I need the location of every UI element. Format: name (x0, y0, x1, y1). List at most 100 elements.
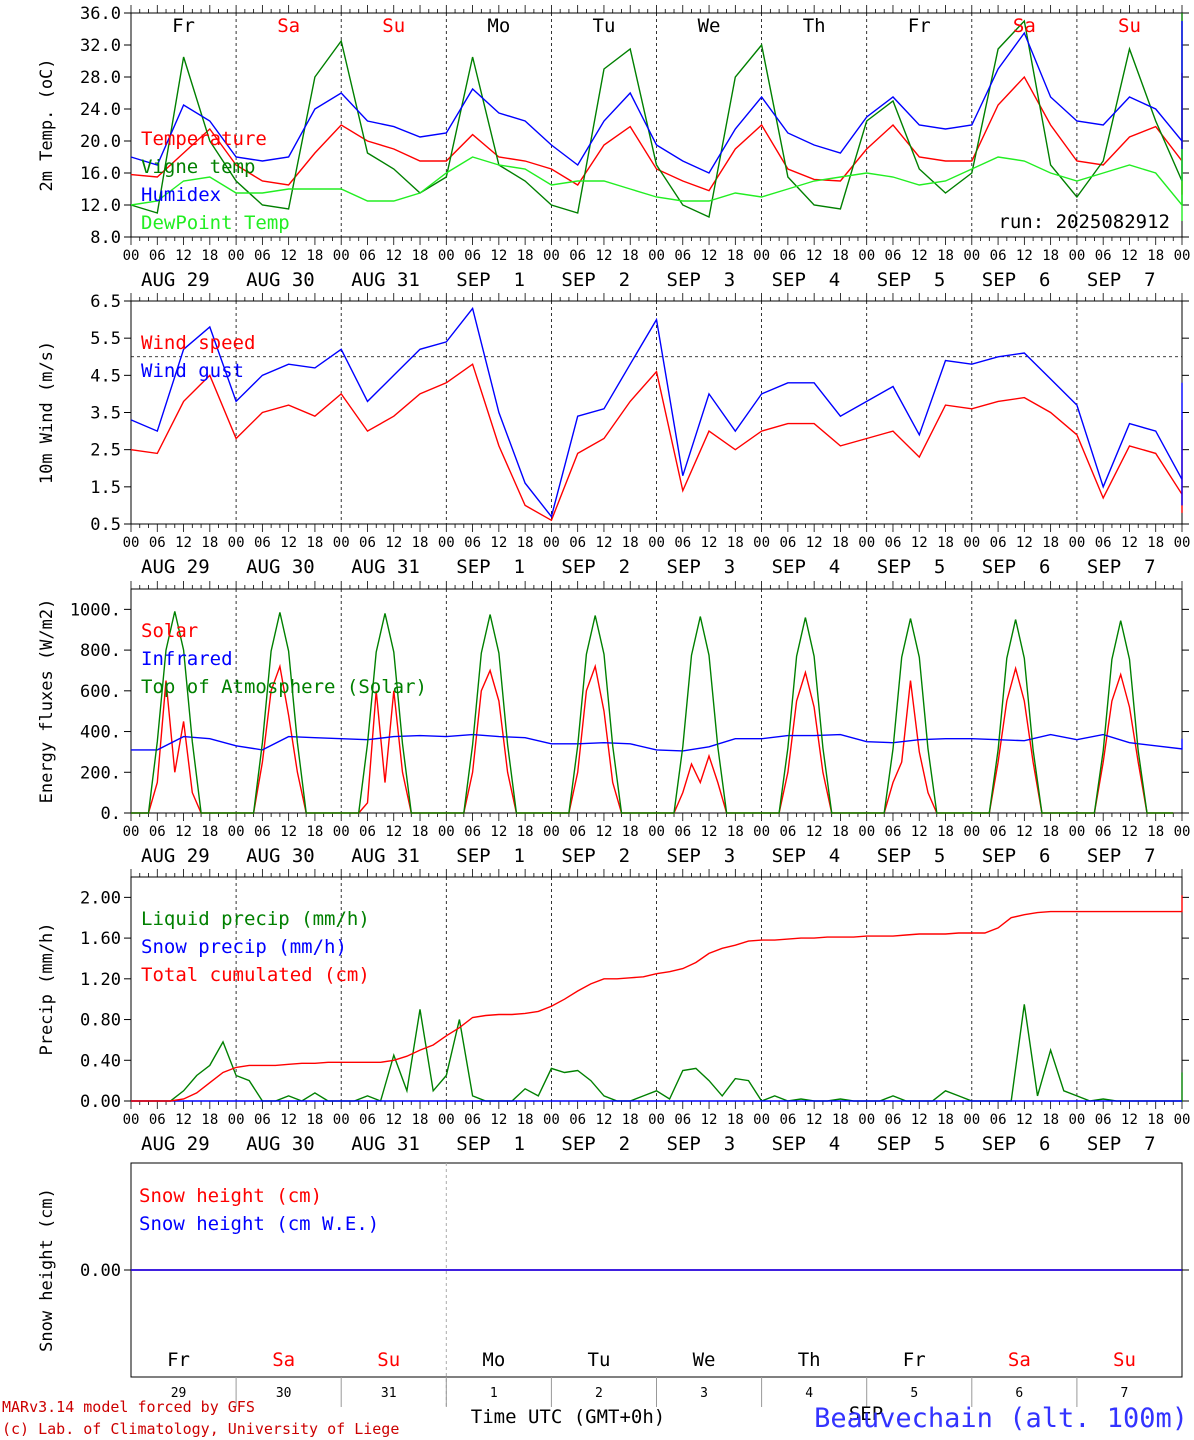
hour-label: 12 (490, 824, 507, 840)
legend-entry: Snow height (cm W.E.) (139, 1213, 379, 1235)
hour-label: 06 (569, 824, 586, 840)
hour-label: 18 (306, 1112, 323, 1128)
hour-label: 00 (228, 824, 245, 840)
hour-label: 06 (779, 1112, 796, 1128)
hour-label: 06 (254, 535, 271, 551)
y-tick-label: 28.0 (80, 68, 121, 88)
day-number-label: 5 (910, 1386, 918, 1401)
day-number-label: 7 (1121, 1386, 1129, 1401)
hour-label: 12 (596, 248, 613, 264)
hour-label: 00 (753, 248, 770, 264)
hour-label: 18 (937, 824, 954, 840)
hour-label: 06 (1095, 824, 1112, 840)
hour-label: 12 (596, 1112, 613, 1128)
date-label: SEP 4 (772, 845, 841, 867)
hour-label: 00 (858, 1112, 875, 1128)
hour-label: 06 (674, 824, 691, 840)
panel-4: 0.00 0.40 0.80 1.20 1.60 2.00 Precip (mm/h) Liq… (37, 869, 1190, 1155)
y-tick-label: 8.0 (90, 228, 121, 248)
plot-frame (130, 12, 1183, 238)
panel-3: 0. 200. 400. 600. 800. 1000. Energy fluxes (W/… (37, 581, 1190, 867)
hour-label: 06 (359, 1112, 376, 1128)
y-tick-label: 32.0 (80, 36, 121, 56)
hour-label: 00 (123, 824, 140, 840)
day-name-label: Fr (167, 1349, 190, 1371)
x-axis-label: Time UTC (GMT+0h) (471, 1406, 665, 1428)
hour-label: 06 (674, 1112, 691, 1128)
legend-entry: Snow height (cm) (139, 1185, 322, 1207)
y-axis-label: Energy fluxes (W/m2) (37, 599, 57, 804)
date-label: SEP 2 (561, 845, 630, 867)
series-line-top-of-atmosphere-solar- (131, 611, 1174, 814)
hour-label: 12 (1121, 1112, 1138, 1128)
date-label: SEP 2 (561, 269, 630, 291)
hour-label: 06 (779, 248, 796, 264)
legend-entry: Temperature (141, 128, 267, 150)
hour-label: 06 (1095, 248, 1112, 264)
date-label: AUG 30 (246, 1133, 315, 1155)
y-tick-label: 600. (80, 682, 121, 702)
series-line-total-cumulated-cm- (131, 895, 1183, 1102)
series-line-wind-speed (130, 363, 1183, 522)
day-name-label: Th (803, 15, 826, 37)
hour-label: 06 (1095, 535, 1112, 551)
date-label: SEP 7 (1087, 1133, 1156, 1155)
date-label: SEP 7 (1087, 556, 1156, 578)
hour-label: 18 (517, 824, 534, 840)
panel-1: 8.0 12.0 16.0 20.0 24.0 28.0 32.0 36.0 2m Temp. … (37, 4, 1190, 291)
hour-label: 18 (412, 248, 429, 264)
hour-label: 06 (569, 1112, 586, 1128)
hour-label: 00 (1174, 824, 1191, 840)
hour-label: 18 (727, 535, 744, 551)
hour-label: 06 (990, 535, 1007, 551)
hour-label: 00 (543, 535, 560, 551)
hour-label: 06 (990, 1112, 1007, 1128)
legend-entry: Liquid precip (mm/h) (141, 908, 370, 930)
day-name-label: We (693, 1349, 716, 1371)
date-label: SEP 4 (772, 269, 841, 291)
legend-entry: DewPoint Temp (141, 212, 290, 234)
hour-label: 00 (648, 248, 665, 264)
date-label: AUG 30 (246, 556, 315, 578)
hour-label: 18 (517, 1112, 534, 1128)
day-name-label: Su (377, 1349, 400, 1371)
hour-label: 12 (490, 1112, 507, 1128)
hour-label: 06 (149, 1112, 166, 1128)
hour-label: 00 (438, 248, 455, 264)
day-name-label: Tu (588, 1349, 611, 1371)
hour-label: 06 (254, 1112, 271, 1128)
hour-label: 12 (1016, 535, 1033, 551)
hour-label: 18 (832, 1112, 849, 1128)
hour-label: 00 (228, 1112, 245, 1128)
day-name-label: Fr (903, 1349, 926, 1371)
hour-label: 06 (569, 535, 586, 551)
hour-label: 12 (806, 1112, 823, 1128)
panel-5: 0.00 Snow height (cm) Snow height (cm) Snow… (37, 1162, 1189, 1407)
date-label: SEP 5 (877, 845, 946, 867)
hour-label: 06 (885, 535, 902, 551)
date-label: AUG 29 (141, 269, 210, 291)
y-tick-label: 3.5 (90, 404, 121, 424)
y-tick-label: 1.20 (80, 970, 121, 990)
legend-entry: Vigne temp (141, 156, 255, 178)
y-tick-label: 0.5 (90, 515, 121, 535)
hour-label: 00 (438, 1112, 455, 1128)
hour-label: 00 (1174, 1112, 1191, 1128)
hour-label: 18 (1147, 535, 1164, 551)
day-number-label: 2 (595, 1386, 603, 1401)
date-label: AUG 30 (246, 845, 315, 867)
hour-label: 06 (359, 535, 376, 551)
y-tick-label: 2.5 (90, 441, 121, 461)
hour-label: 12 (806, 824, 823, 840)
hour-label: 12 (280, 824, 297, 840)
day-name-label: Sa (1008, 1349, 1031, 1371)
hour-label: 00 (123, 1112, 140, 1128)
hour-label: 18 (306, 248, 323, 264)
hour-label: 00 (123, 248, 140, 264)
hour-label: 06 (674, 248, 691, 264)
hour-label: 00 (963, 535, 980, 551)
hour-label: 06 (885, 248, 902, 264)
series-line-dewpoint-temp (130, 149, 1183, 221)
day-name-label: Mo (482, 1349, 505, 1371)
y-tick-label: 1.5 (90, 478, 121, 498)
